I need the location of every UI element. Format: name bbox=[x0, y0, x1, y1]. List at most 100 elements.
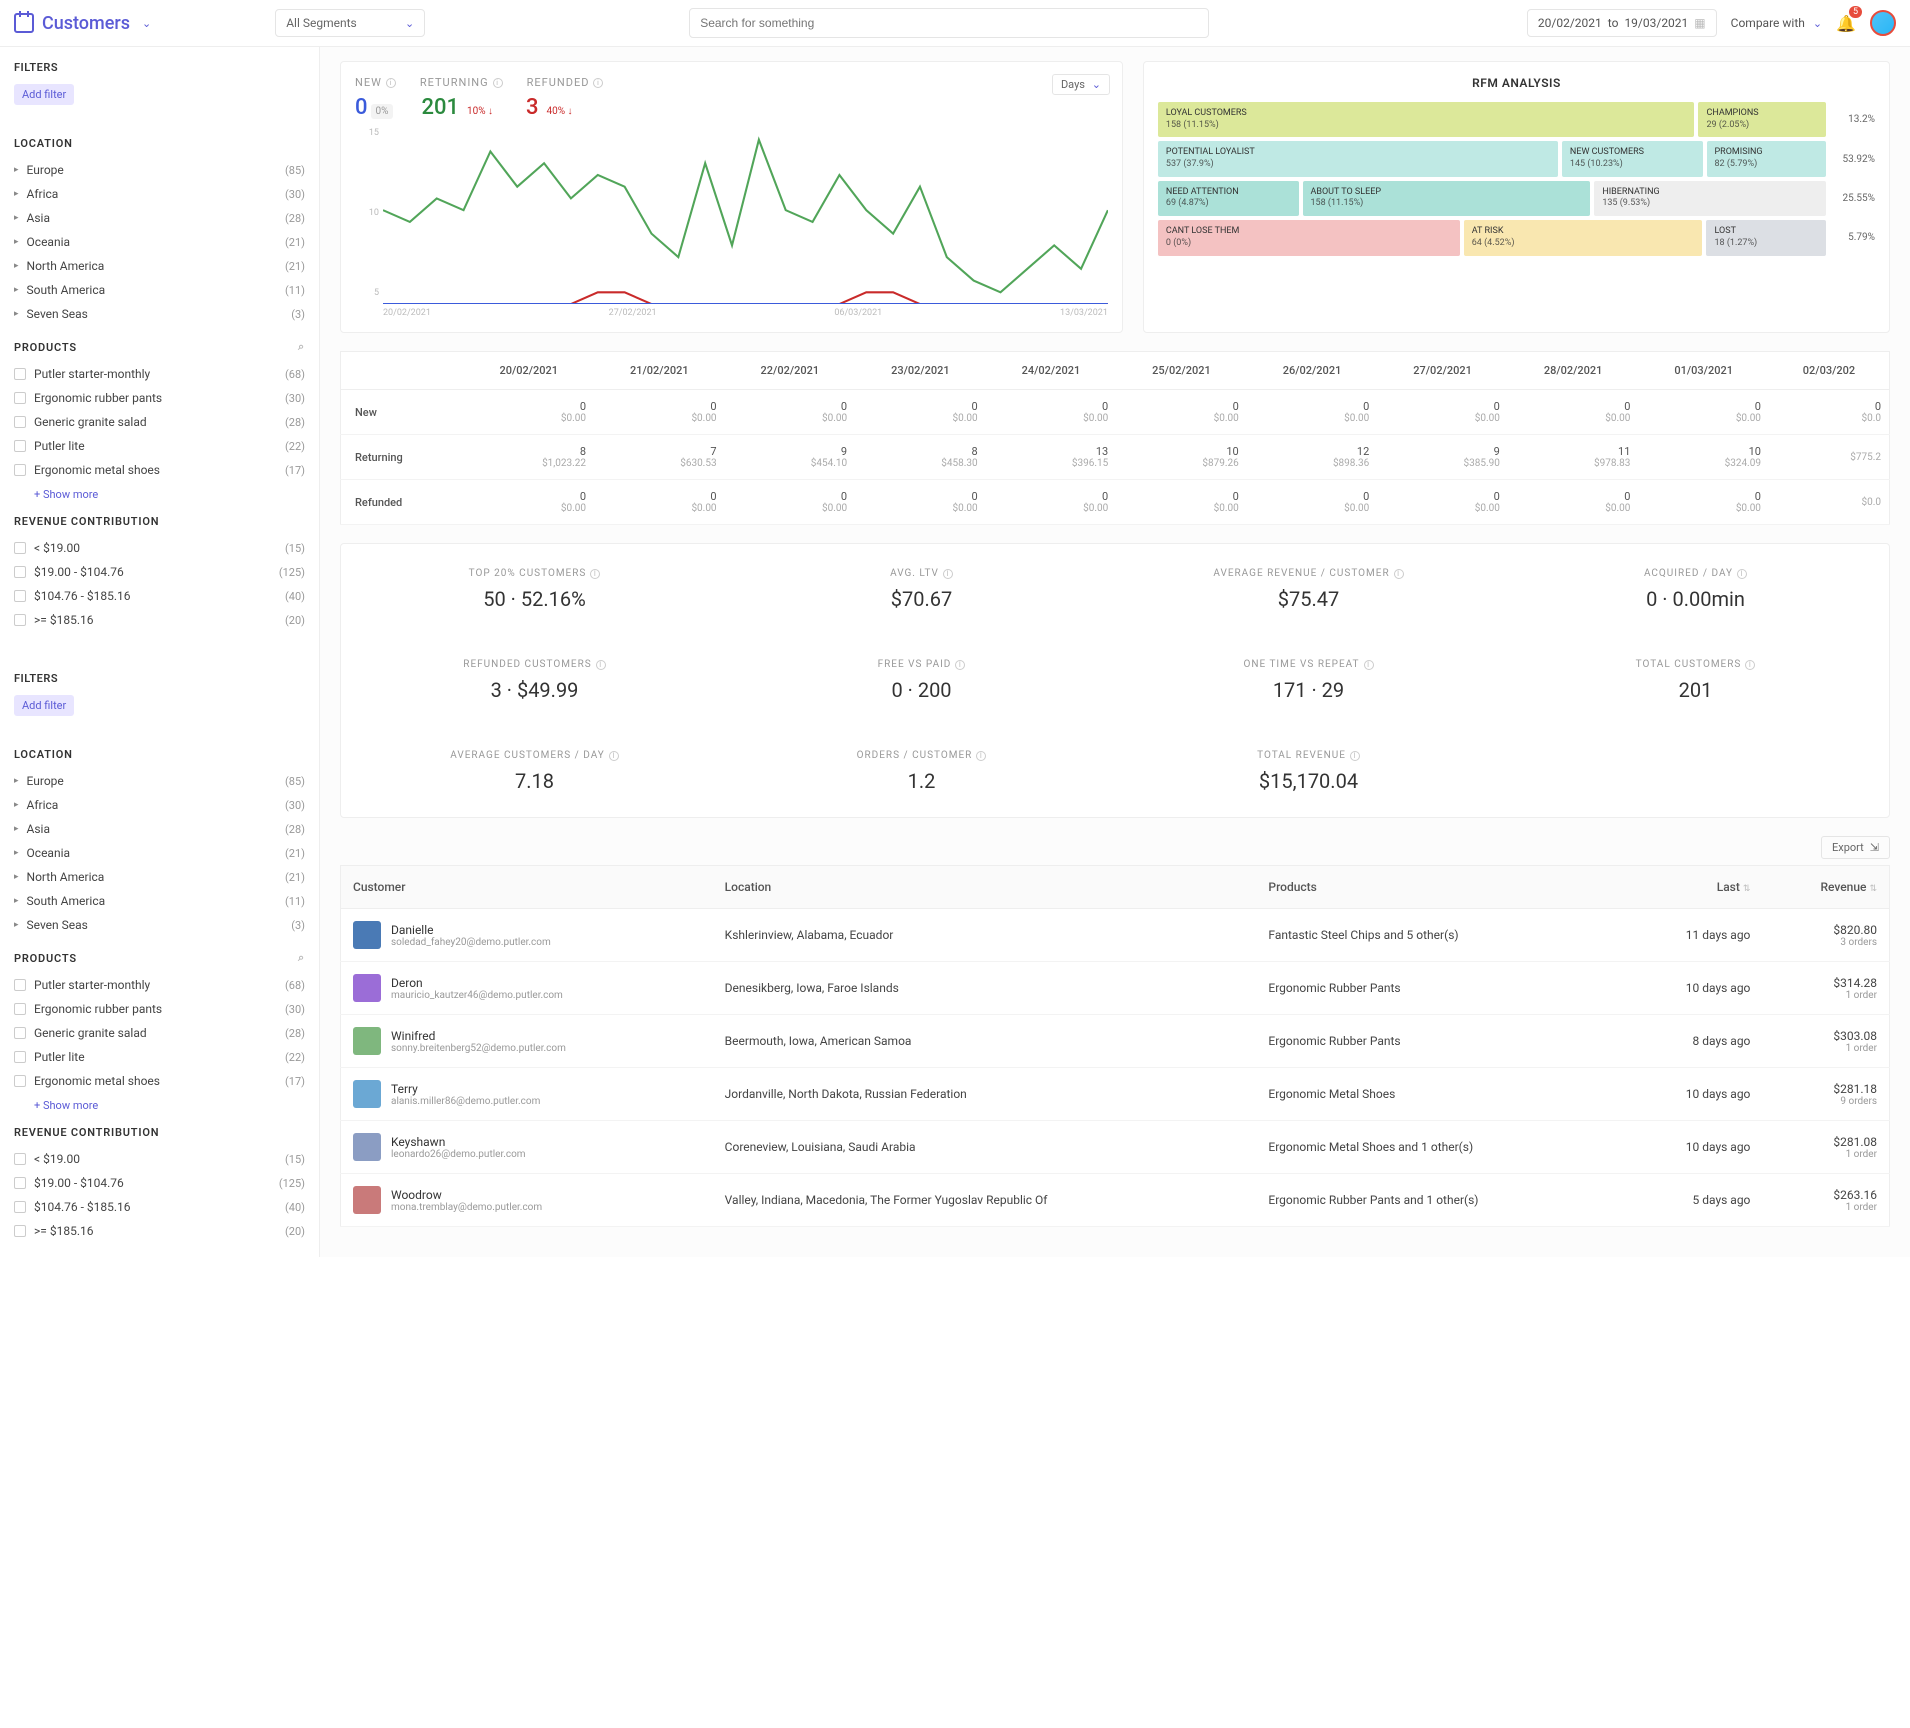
location-item[interactable]: ▸ Oceania(21) bbox=[14, 230, 305, 254]
checkbox[interactable] bbox=[14, 590, 26, 602]
user-avatar[interactable] bbox=[1870, 10, 1896, 36]
checkbox[interactable] bbox=[14, 1027, 26, 1039]
customer-row[interactable]: Deronmauricio_kautzer46@demo.putler.comD… bbox=[341, 962, 1890, 1015]
location-item[interactable]: ▸ North America(21) bbox=[14, 254, 305, 278]
checkbox[interactable] bbox=[14, 1003, 26, 1015]
customer-row[interactable]: Woodrowmona.tremblay@demo.putler.comVall… bbox=[341, 1174, 1890, 1227]
add-filter-button[interactable]: Add filter bbox=[14, 695, 74, 716]
customer-row[interactable]: Winifredsonny.breitenberg52@demo.putler.… bbox=[341, 1015, 1890, 1068]
rfm-cell[interactable]: CHAMPIONS29 (2.05%) bbox=[1698, 102, 1825, 137]
product-item[interactable]: Ergonomic metal shoes(17) bbox=[14, 1069, 305, 1093]
col-revenue[interactable]: Revenue⇅ bbox=[1762, 866, 1889, 909]
revenue-item[interactable]: $19.00 - $104.76(125) bbox=[14, 1171, 305, 1195]
checkbox[interactable] bbox=[14, 1177, 26, 1189]
checkbox[interactable] bbox=[14, 542, 26, 554]
rfm-cell[interactable]: PROMISING82 (5.79%) bbox=[1707, 141, 1827, 176]
table-cell: 0$0.00 bbox=[1638, 480, 1769, 525]
compare-dropdown[interactable]: Compare with ⌄ bbox=[1731, 16, 1822, 30]
checkbox[interactable] bbox=[14, 464, 26, 476]
customer-row[interactable]: Terryalanis.miller86@demo.putler.comJord… bbox=[341, 1068, 1890, 1121]
product-item[interactable]: Putler lite(22) bbox=[14, 1045, 305, 1069]
revenue-item[interactable]: $104.76 - $185.16(40) bbox=[14, 1195, 305, 1219]
checkbox[interactable] bbox=[14, 979, 26, 991]
location-item[interactable]: ▸ South America(11) bbox=[14, 278, 305, 302]
product-item[interactable]: Putler lite(22) bbox=[14, 434, 305, 458]
location-item[interactable]: ▸ Europe(85) bbox=[14, 769, 305, 793]
tab-refunded[interactable]: REFUNDEDi bbox=[527, 76, 604, 89]
show-more-link[interactable]: + Show more bbox=[14, 488, 305, 501]
revenue-item[interactable]: < $19.00(15) bbox=[14, 1147, 305, 1171]
rfm-cell[interactable]: LOYAL CUSTOMERS158 (11.15%) bbox=[1158, 102, 1695, 137]
revenue-item[interactable]: >= $185.16(20) bbox=[14, 1219, 305, 1243]
col-last[interactable]: Last⇅ bbox=[1623, 866, 1762, 909]
customer-row[interactable]: Keyshawnleonardo26@demo.putler.comCorene… bbox=[341, 1121, 1890, 1174]
rfm-cell[interactable]: HIBERNATING135 (9.53%) bbox=[1594, 181, 1826, 216]
checkbox[interactable] bbox=[14, 416, 26, 428]
product-item[interactable]: Ergonomic rubber pants(30) bbox=[14, 386, 305, 410]
checkbox[interactable] bbox=[14, 1225, 26, 1237]
kpi-card: REFUNDED CUSTOMERS i3 · $49.99 bbox=[341, 635, 728, 726]
location-item[interactable]: ▸ Africa(30) bbox=[14, 182, 305, 206]
count-badge: (21) bbox=[285, 847, 305, 860]
product-item[interactable]: Putler starter-monthly(68) bbox=[14, 362, 305, 386]
rfm-cell[interactable]: NEED ATTENTION69 (4.87%) bbox=[1158, 181, 1299, 216]
search-icon[interactable]: ⌕ bbox=[298, 340, 305, 354]
location-item[interactable]: ▸ Asia(28) bbox=[14, 206, 305, 230]
product-item[interactable]: Generic granite salad(28) bbox=[14, 410, 305, 434]
checkbox[interactable] bbox=[14, 392, 26, 404]
revenue-item[interactable]: $19.00 - $104.76(125) bbox=[14, 560, 305, 584]
location-item[interactable]: ▸ Oceania(21) bbox=[14, 841, 305, 865]
checkbox[interactable] bbox=[14, 614, 26, 626]
info-icon: i bbox=[386, 78, 396, 88]
product-item[interactable]: Ergonomic rubber pants(30) bbox=[14, 997, 305, 1021]
info-icon: i bbox=[1394, 569, 1404, 579]
col-location[interactable]: Location bbox=[713, 866, 1257, 909]
location-item[interactable]: ▸ Europe(85) bbox=[14, 158, 305, 182]
location-item[interactable]: ▸ Asia(28) bbox=[14, 817, 305, 841]
location-item[interactable]: ▸ North America(21) bbox=[14, 865, 305, 889]
show-more-link[interactable]: + Show more bbox=[14, 1099, 305, 1112]
table-cell: 8$458.30 bbox=[855, 435, 986, 480]
revenue-item[interactable]: >= $185.16(20) bbox=[14, 608, 305, 632]
revenue-item[interactable]: < $19.00(15) bbox=[14, 536, 305, 560]
count-badge: (20) bbox=[285, 614, 305, 627]
checkbox[interactable] bbox=[14, 1201, 26, 1213]
date-range-picker[interactable]: 20/02/2021 to 19/03/2021 ▦ bbox=[1527, 9, 1717, 37]
new-pct: 0% bbox=[371, 104, 394, 119]
checkbox[interactable] bbox=[14, 440, 26, 452]
search-icon[interactable]: ⌕ bbox=[298, 951, 305, 965]
rfm-cell[interactable]: AT RISK64 (4.52%) bbox=[1464, 220, 1703, 255]
rfm-cell[interactable]: POTENTIAL LOYALIST537 (37.9%) bbox=[1158, 141, 1558, 176]
col-products[interactable]: Products bbox=[1256, 866, 1623, 909]
checkbox[interactable] bbox=[14, 1075, 26, 1087]
customer-row[interactable]: Daniellesoledad_fahey20@demo.putler.comK… bbox=[341, 909, 1890, 962]
tab-returning[interactable]: RETURNINGi bbox=[420, 76, 503, 89]
revenue-item[interactable]: $104.76 - $185.16(40) bbox=[14, 584, 305, 608]
tab-new[interactable]: NEWi bbox=[355, 76, 396, 89]
col-customer[interactable]: Customer bbox=[341, 866, 713, 909]
checkbox[interactable] bbox=[14, 566, 26, 578]
location-item[interactable]: ▸ Seven Seas(3) bbox=[14, 302, 305, 326]
location-item[interactable]: ▸ Seven Seas(3) bbox=[14, 913, 305, 937]
location-item[interactable]: ▸ South America(11) bbox=[14, 889, 305, 913]
rfm-cell[interactable]: NEW CUSTOMERS145 (10.23%) bbox=[1562, 141, 1703, 176]
rfm-cell[interactable]: CANT LOSE THEM0 (0%) bbox=[1158, 220, 1460, 255]
export-button[interactable]: Export ⇲ bbox=[1821, 836, 1890, 859]
rfm-row-pct: 25.55% bbox=[1830, 181, 1875, 216]
product-item[interactable]: Putler starter-monthly(68) bbox=[14, 973, 305, 997]
caret-right-icon: ▸ bbox=[14, 848, 19, 858]
product-item[interactable]: Ergonomic metal shoes(17) bbox=[14, 458, 305, 482]
page-title[interactable]: Customers ⌄ bbox=[14, 13, 151, 34]
search-input[interactable] bbox=[689, 8, 1209, 38]
product-item[interactable]: Generic granite salad(28) bbox=[14, 1021, 305, 1045]
checkbox[interactable] bbox=[14, 368, 26, 380]
notifications-button[interactable]: 🔔 5 bbox=[1836, 14, 1856, 33]
rfm-cell[interactable]: ABOUT TO SLEEP158 (11.15%) bbox=[1303, 181, 1591, 216]
rfm-cell[interactable]: LOST18 (1.27%) bbox=[1706, 220, 1826, 255]
days-dropdown[interactable]: Days ⌄ bbox=[1052, 74, 1110, 95]
checkbox[interactable] bbox=[14, 1153, 26, 1165]
add-filter-button[interactable]: Add filter bbox=[14, 84, 74, 105]
location-item[interactable]: ▸ Africa(30) bbox=[14, 793, 305, 817]
checkbox[interactable] bbox=[14, 1051, 26, 1063]
segments-dropdown[interactable]: All Segments ⌄ bbox=[275, 9, 425, 37]
